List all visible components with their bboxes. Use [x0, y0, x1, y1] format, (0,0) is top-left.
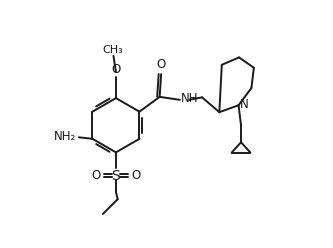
- Text: O: O: [111, 63, 121, 76]
- Text: O: O: [132, 169, 141, 182]
- Text: O: O: [91, 169, 100, 182]
- Text: NH: NH: [181, 92, 198, 105]
- Text: NH₂: NH₂: [53, 130, 76, 143]
- Text: S: S: [112, 169, 120, 183]
- Text: O: O: [157, 58, 166, 71]
- Text: N: N: [240, 98, 249, 111]
- Text: CH₃: CH₃: [103, 45, 123, 55]
